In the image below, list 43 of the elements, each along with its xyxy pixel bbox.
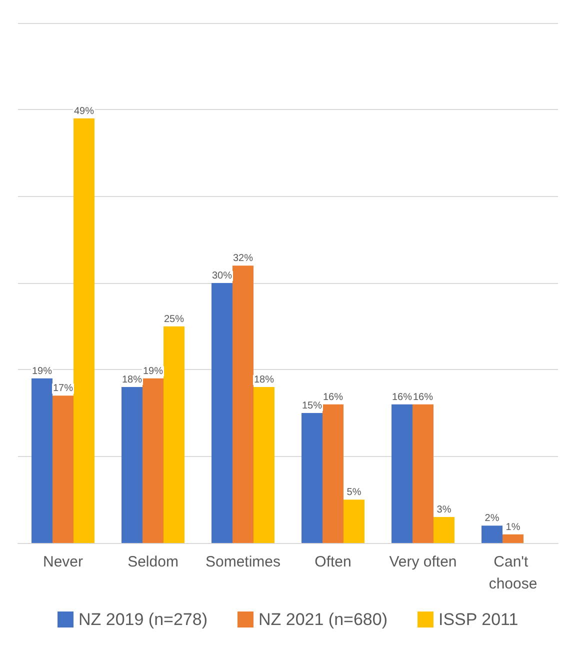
data-label: 2%	[484, 513, 500, 524]
bar	[254, 387, 274, 543]
bar	[502, 534, 524, 543]
data-label: 16%	[322, 392, 344, 403]
bar	[344, 500, 364, 543]
x-tick-label: Can't choose	[488, 554, 538, 592]
data-label: 17%	[52, 383, 74, 394]
data-label: 3%	[436, 504, 452, 516]
bar	[392, 404, 412, 543]
data-label: 19%	[142, 366, 164, 377]
bar	[412, 404, 434, 543]
x-tick-label: Very often	[389, 554, 457, 570]
x-tick-label: Often	[314, 554, 352, 570]
x-tick-label: Never	[42, 554, 84, 570]
bar	[52, 396, 74, 543]
data-label: 30%	[212, 270, 232, 282]
bar	[302, 413, 322, 543]
bar	[74, 118, 94, 543]
bar	[164, 326, 184, 543]
bar	[322, 404, 344, 543]
bar	[434, 517, 454, 543]
bar	[122, 387, 142, 543]
data-label: 1%	[506, 522, 520, 533]
data-label: 5%	[346, 487, 362, 498]
bar	[212, 283, 232, 543]
x-tick-label: Sometimes	[205, 554, 281, 570]
data-label: 18%	[254, 374, 274, 386]
bar	[142, 378, 164, 543]
bar	[32, 378, 52, 543]
legend-label: ISSP 2011	[438, 610, 518, 629]
data-label: 49%	[74, 106, 94, 117]
legend-label: NZ 2021 (n=680)	[258, 610, 388, 629]
data-label: 16%	[392, 392, 412, 403]
data-label: 15%	[302, 400, 322, 412]
legend-label: NZ 2019 (n=278)	[78, 610, 208, 629]
data-label: 19%	[32, 366, 52, 377]
data-label: 18%	[122, 374, 142, 386]
x-tick-label: Seldom	[128, 554, 178, 570]
data-label: 16%	[412, 392, 434, 403]
bar	[232, 266, 254, 543]
data-label: 25%	[164, 314, 184, 325]
bar	[482, 526, 502, 543]
data-label: 32%	[232, 253, 254, 264]
